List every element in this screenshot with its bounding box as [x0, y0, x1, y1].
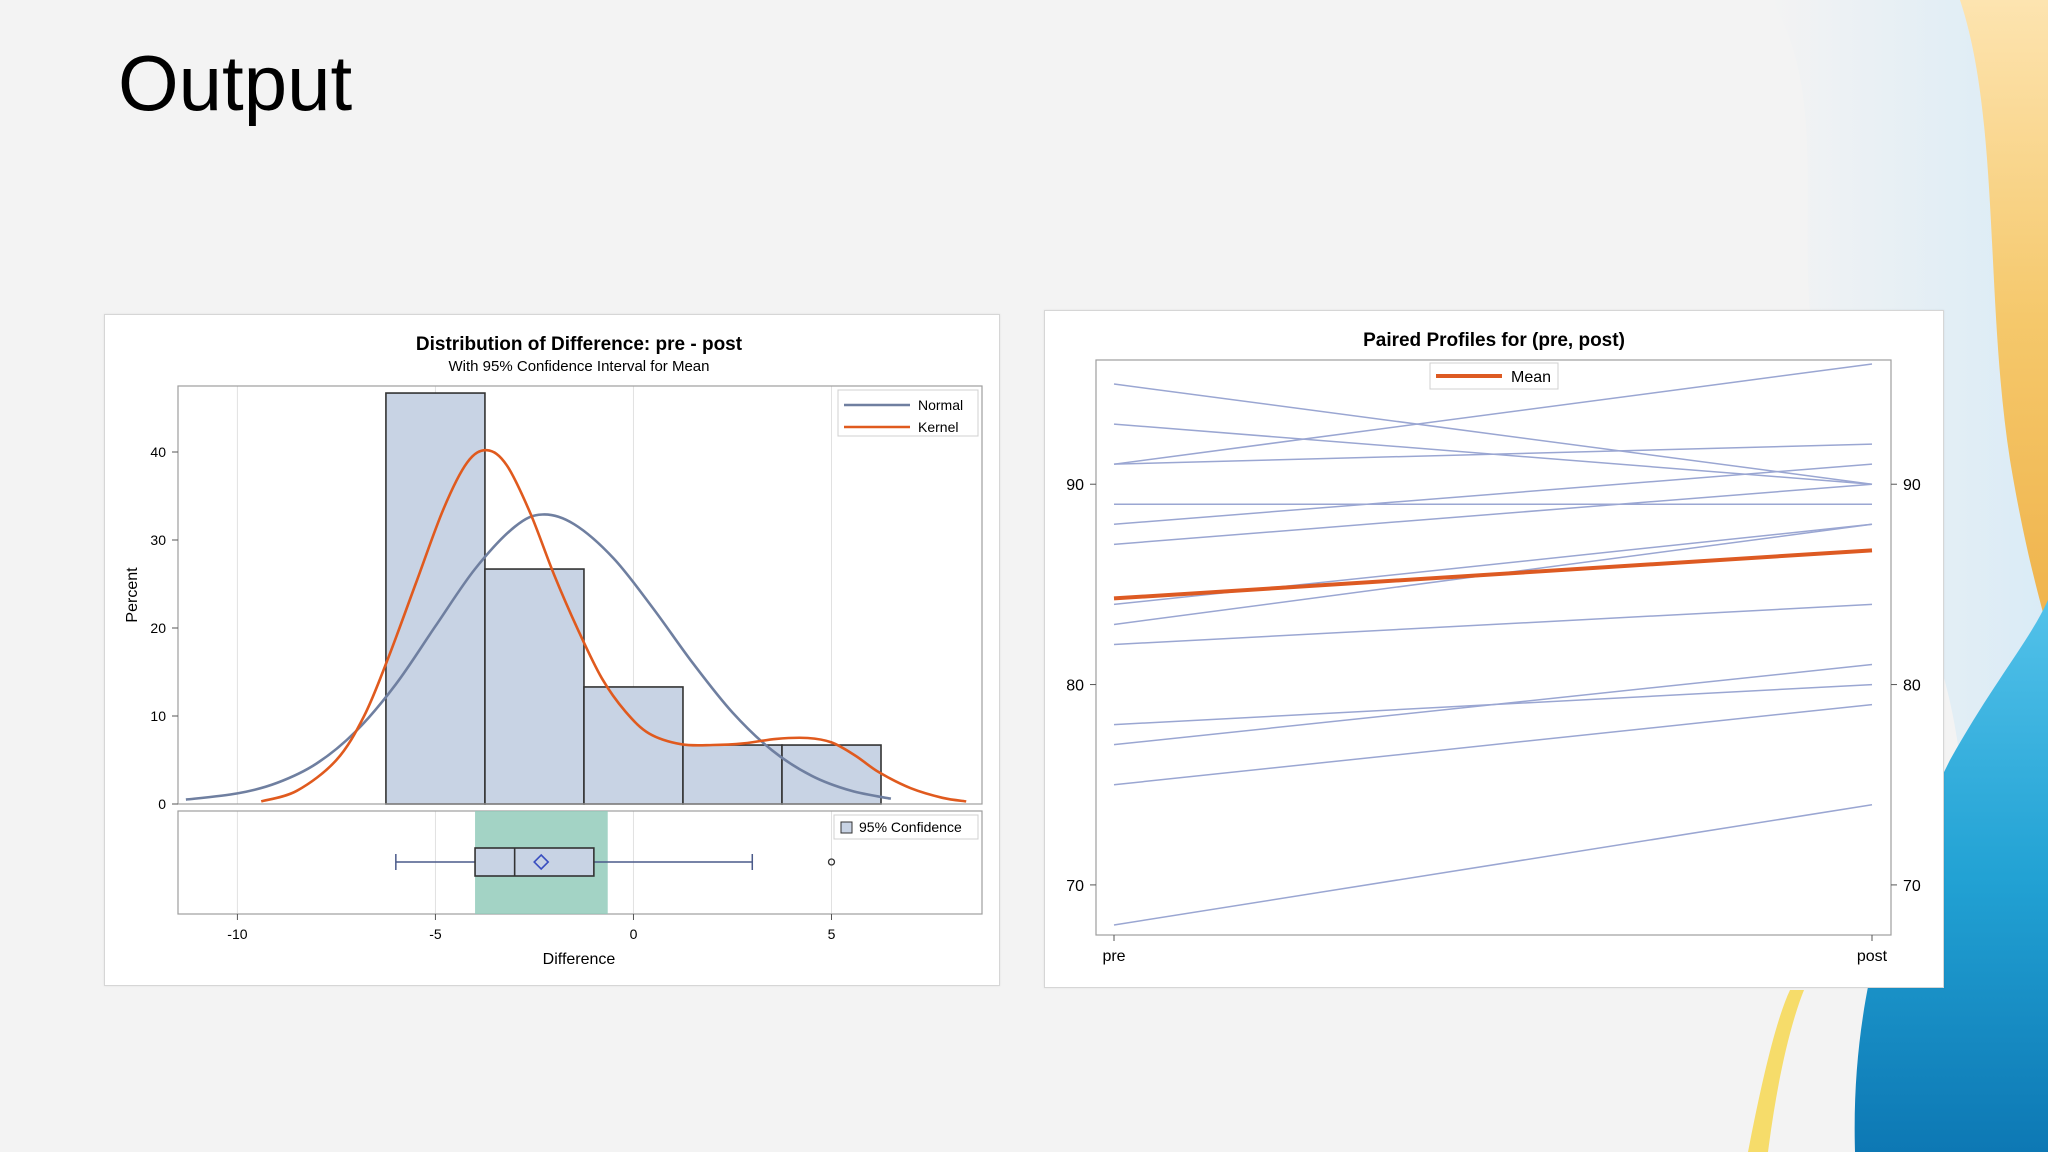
x-tick-label: -5: [429, 926, 442, 942]
profile-line: [1113, 483, 1873, 546]
y-tick-label-left: 90: [1066, 477, 1084, 494]
y-tick-label-right: 70: [1903, 878, 1921, 895]
y-tick-label-right: 90: [1903, 477, 1921, 494]
legend-box: [837, 389, 979, 437]
histogram-chart: Distribution of Difference: pre - post W…: [124, 334, 983, 968]
profile-line: [1113, 443, 1873, 465]
histogram-panel: Distribution of Difference: pre - post W…: [104, 314, 1000, 986]
y-tick-label: 10: [150, 708, 166, 724]
chart-title: Distribution of Difference: pre - post: [416, 334, 743, 355]
y-tick-label: 30: [150, 532, 166, 548]
profile-line: [1113, 463, 1873, 526]
x-tick-label: 5: [828, 926, 836, 942]
profiles-chart: Paired Profiles for (pre, post) 70 70 80 80…: [1066, 330, 1921, 965]
chart-title: Paired Profiles for (pre, post): [1363, 330, 1625, 351]
profiles-panel: Paired Profiles for (pre, post) 70 70 80 80…: [1044, 310, 1944, 988]
x-tick-label: pre: [1102, 948, 1125, 965]
x-axis-label: Difference: [543, 951, 616, 968]
box-mean-marker: [533, 853, 550, 871]
profile-line: [1113, 363, 1873, 465]
ci-legend-box: [833, 814, 979, 840]
density-curve-kernel: [260, 448, 967, 803]
histogram-bar: [385, 392, 486, 805]
x-tick-label: post: [1857, 948, 1888, 965]
box-outlier: [827, 858, 836, 866]
x-tick-label: 0: [630, 926, 638, 942]
profile-line: [1113, 383, 1873, 485]
plot-frame: [1095, 359, 1892, 936]
legend-label: Normal: [918, 397, 963, 413]
profile-line: [1113, 703, 1873, 786]
y-tick-label-left: 70: [1066, 878, 1084, 895]
x-tick-label: -10: [227, 926, 247, 942]
chart-subtitle: With 95% Confidence Interval for Mean: [449, 358, 710, 375]
profile-line: [1113, 804, 1873, 926]
density-curve-normal: [185, 513, 892, 801]
mean-line: [1113, 548, 1873, 601]
histogram-bar: [484, 568, 585, 805]
profile-line: [1113, 663, 1873, 746]
legend-label: Kernel: [918, 419, 958, 435]
legend-label: Mean: [1511, 369, 1551, 386]
y-tick-label: 20: [150, 620, 166, 636]
slide-title: Output: [118, 39, 353, 127]
y-tick-label: 40: [150, 444, 166, 460]
profile-line: [1113, 603, 1873, 646]
ci-legend-swatch: [840, 821, 853, 834]
plot-frame: [177, 385, 983, 805]
y-axis-label: Percent: [124, 567, 141, 623]
ci-legend-label: 95% Confidence: [859, 819, 962, 835]
y-tick-label-left: 80: [1066, 678, 1084, 695]
histogram-bar: [682, 744, 783, 805]
y-tick-label: 0: [158, 796, 166, 812]
histogram-bar: [583, 686, 684, 805]
y-tick-label-right: 80: [1903, 678, 1921, 695]
